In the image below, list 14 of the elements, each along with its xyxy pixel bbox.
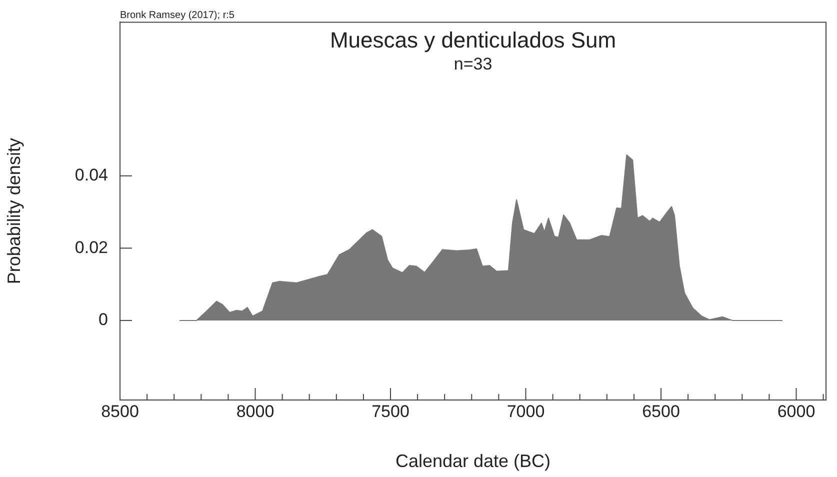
y-tick-label: 0.04 xyxy=(74,166,108,185)
x-tick-label: 6500 xyxy=(642,402,680,421)
x-axis-title: Calendar date (BC) xyxy=(395,451,551,472)
x-tick-label: 8500 xyxy=(101,402,139,421)
text: Bronk Ramsey (2017); r:5 xyxy=(120,10,235,21)
x-tick-label: 6000 xyxy=(777,402,816,421)
y-axis-title: Probability density xyxy=(4,138,24,284)
chart-title: Muescas y denticulados Sum xyxy=(330,27,616,52)
x-tick-label: 8000 xyxy=(236,402,274,421)
text: n=33 xyxy=(454,54,492,74)
x-tick-label: 7000 xyxy=(506,402,545,421)
y-tick-label: 0.02 xyxy=(74,238,108,257)
y-tick-label: 0 xyxy=(98,310,108,330)
x-tick-label: 7500 xyxy=(372,402,410,421)
